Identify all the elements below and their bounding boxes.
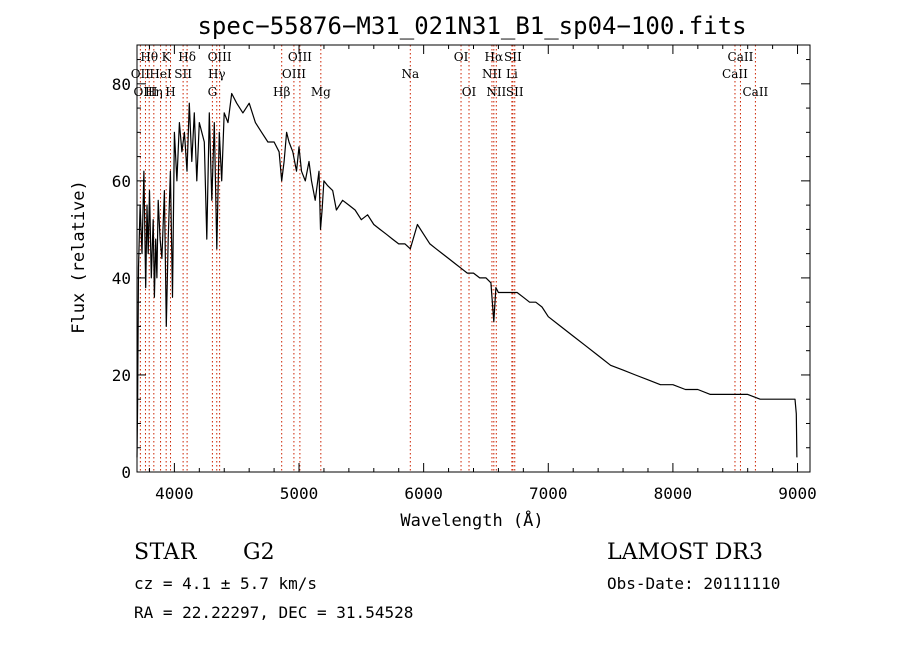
line-label: OIII xyxy=(208,50,232,64)
line-label: Na xyxy=(401,67,419,81)
line-label: NII xyxy=(482,67,502,81)
chart-title: spec−55876−M31_021N31_B1_sp04−100.fits xyxy=(197,12,746,40)
y-tick-label: 60 xyxy=(112,172,131,191)
line-label: K xyxy=(162,50,172,64)
line-label: Hη xyxy=(145,85,163,99)
observation-date: Obs-Date: 20111110 xyxy=(607,574,781,593)
x-tick-label: 8000 xyxy=(654,484,693,503)
y-tick-label: 0 xyxy=(121,463,131,482)
line-label: SII xyxy=(174,67,192,81)
y-tick-label: 20 xyxy=(112,366,131,385)
object-subclass: G2 xyxy=(243,540,275,565)
y-axis-label: Flux (relative) xyxy=(69,180,89,334)
line-label: Li xyxy=(506,67,518,81)
line-label: SII xyxy=(504,50,522,64)
line-label: HeI xyxy=(149,67,172,81)
survey-name: LAMOST DR3 xyxy=(607,540,763,565)
object-type: STAR xyxy=(134,540,197,565)
line-label: Hδ xyxy=(178,50,196,64)
coordinates: RA = 22.22297, DEC = 31.54528 xyxy=(134,603,414,622)
line-label: OIII xyxy=(288,50,312,64)
x-tick-label: 6000 xyxy=(404,484,443,503)
flux-line xyxy=(136,92,798,458)
x-tick-label: 5000 xyxy=(280,484,319,503)
redshift-velocity: cz = 4.1 ± 5.7 km/s xyxy=(134,574,318,593)
line-label: Hβ xyxy=(273,85,290,99)
line-label: Hα xyxy=(485,50,504,64)
line-label: H xyxy=(165,85,175,99)
axes xyxy=(136,44,811,473)
y-tick-label: 80 xyxy=(112,75,131,94)
line-label: Hγ xyxy=(208,67,226,81)
line-label: OI xyxy=(454,50,469,64)
x-axis-label: Wavelength (Å) xyxy=(400,509,543,530)
line-label: OIII xyxy=(133,85,157,99)
series xyxy=(136,92,798,458)
line-label: SII xyxy=(506,85,524,99)
plot-frame xyxy=(136,44,811,473)
y-tick-label: 40 xyxy=(112,269,131,288)
line-label: CaII xyxy=(742,85,768,99)
line-label: OIII xyxy=(282,67,306,81)
tick-labels: 4000 5000 6000 7000 8000 9000 0 20 40 60 80 xyxy=(112,75,817,503)
line-label: OII xyxy=(131,67,151,81)
x-tick-label: 7000 xyxy=(529,484,568,503)
line-label: G xyxy=(208,85,218,99)
x-tick-label: 4000 xyxy=(155,484,194,503)
line-label: OI xyxy=(462,85,477,99)
spectrum-chart: 4000 5000 6000 7000 8000 9000 0 20 40 60 80 Hθ OII O… xyxy=(69,12,817,530)
line-label: Hθ xyxy=(140,50,158,64)
x-tick-label: 9000 xyxy=(778,484,817,503)
line-label: NII xyxy=(486,85,506,99)
line-label: CaII xyxy=(728,50,754,64)
line-label: Mg xyxy=(311,85,331,99)
line-label: CaII xyxy=(722,67,748,81)
